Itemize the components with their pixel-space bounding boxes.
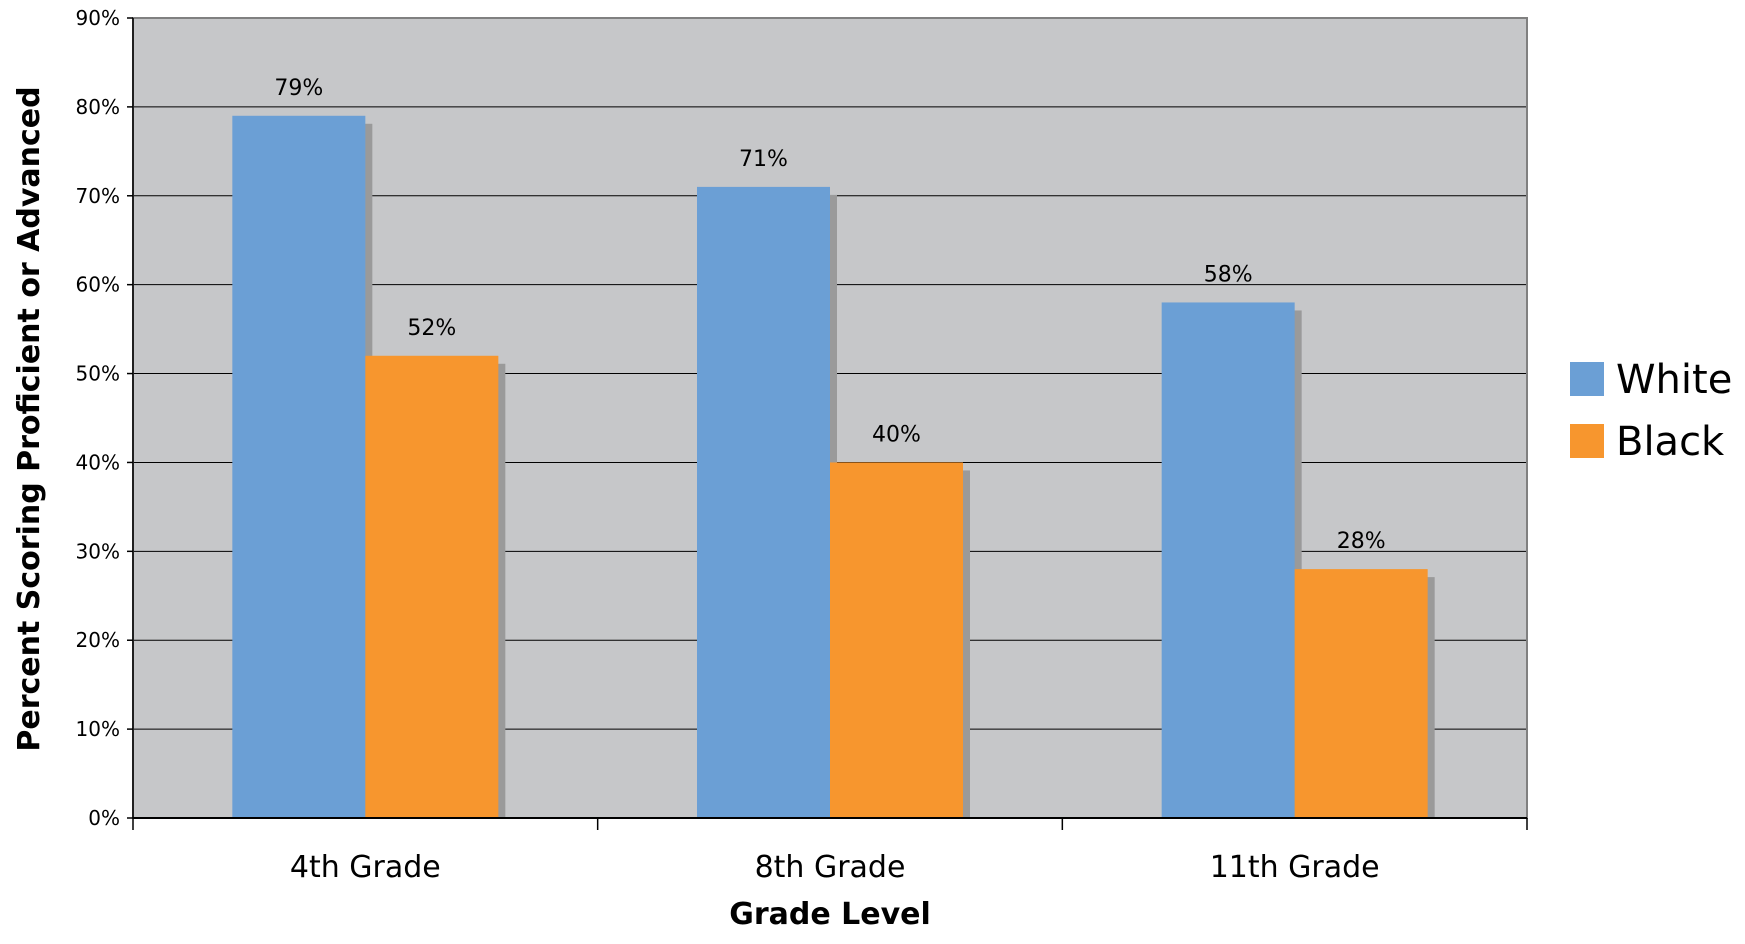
- data-label: 52%: [407, 316, 456, 341]
- data-label: 40%: [872, 422, 921, 447]
- axes: [127, 17, 1528, 830]
- bar-black-1: [365, 355, 499, 818]
- y-tick-label: 40%: [76, 450, 120, 474]
- data-label: 58%: [1204, 262, 1253, 287]
- bar-white-1: [232, 115, 366, 819]
- data-labels: 79% 52% 71% 40% 58% 28%: [274, 76, 1385, 554]
- y-tick-label: 0%: [88, 806, 120, 830]
- y-tick-label: 60%: [76, 273, 120, 297]
- data-label: 28%: [1337, 529, 1386, 554]
- y-axis-title: Percent Scoring Proficient or Advanced: [12, 86, 47, 751]
- bars: [232, 115, 1435, 819]
- legend-swatch-black: [1570, 424, 1604, 458]
- bar-black-2: [830, 462, 963, 818]
- data-label: 79%: [274, 76, 323, 101]
- data-label: 71%: [739, 147, 788, 172]
- y-tick-label: 20%: [76, 628, 120, 652]
- y-tick-label: 80%: [76, 95, 120, 119]
- legend: White Black: [1570, 357, 1732, 465]
- legend-label-black: Black: [1616, 419, 1725, 465]
- y-tick-label: 30%: [76, 539, 120, 563]
- bar-white-2: [697, 186, 830, 818]
- x-tick-label: 4th Grade: [290, 850, 441, 885]
- x-tick-labels: 4th Grade 8th Grade 11th Grade: [290, 850, 1380, 885]
- y-tick-labels: 0% 10% 20% 30% 40% 50% 60% 70% 80% 90%: [76, 6, 120, 830]
- legend-label-white: White: [1616, 357, 1732, 403]
- x-tick-label: 8th Grade: [755, 850, 906, 885]
- x-tick-label: 11th Grade: [1210, 850, 1380, 885]
- y-tick-label: 50%: [76, 362, 120, 386]
- x-axis-title: Grade Level: [729, 897, 931, 932]
- y-tick-label: 10%: [76, 717, 120, 741]
- y-tick-label: 90%: [76, 6, 120, 30]
- legend-swatch-white: [1570, 362, 1604, 396]
- bar-white-3: [1161, 302, 1295, 818]
- bar-black-3: [1294, 569, 1428, 818]
- y-tick-label: 70%: [76, 184, 120, 208]
